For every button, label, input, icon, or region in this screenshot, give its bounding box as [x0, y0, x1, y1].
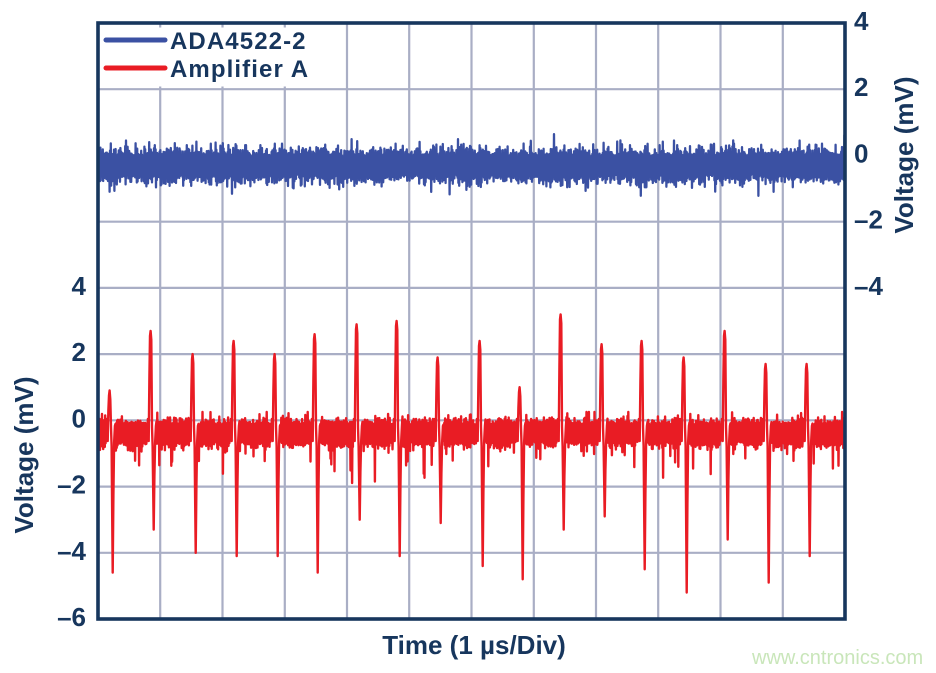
svg-text:2: 2: [72, 337, 86, 367]
svg-text:–4: –4: [854, 271, 883, 301]
svg-text:4: 4: [72, 271, 87, 301]
svg-text:–4: –4: [57, 536, 86, 566]
svg-text:Amplifier A: Amplifier A: [170, 56, 309, 83]
svg-text:–2: –2: [854, 205, 883, 235]
svg-text:Voltage (mV): Voltage (mV): [889, 77, 919, 234]
svg-text:4: 4: [854, 6, 869, 36]
svg-text:0: 0: [72, 403, 86, 433]
svg-text:Time (1 µs/Div): Time (1 µs/Div): [382, 630, 566, 660]
svg-text:Voltage (mV): Voltage (mV): [9, 377, 39, 534]
svg-text:–2: –2: [57, 470, 86, 500]
svg-text:www.cntronics.com: www.cntronics.com: [751, 647, 923, 669]
svg-text:2: 2: [854, 72, 868, 102]
svg-text:–6: –6: [57, 602, 86, 632]
svg-text:0: 0: [854, 138, 868, 168]
svg-text:ADA4522-2: ADA4522-2: [170, 28, 307, 55]
